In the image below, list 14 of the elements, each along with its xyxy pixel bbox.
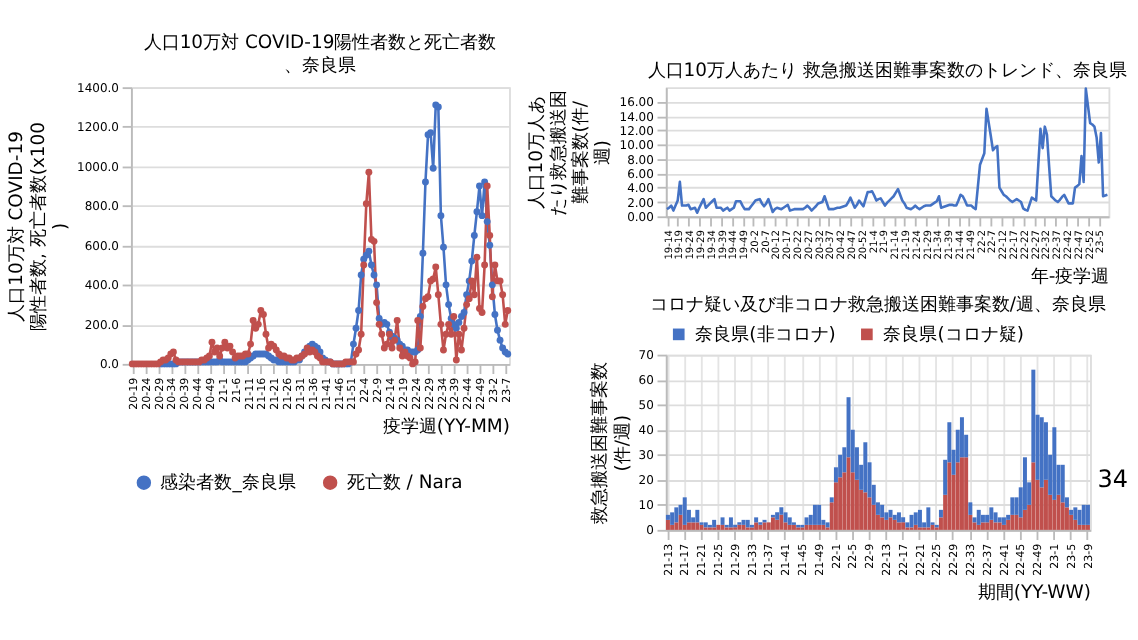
legend-label: 感染者数_奈良県 [160,472,296,495]
y-axis-title: 人口10万人あたり救急搬送困難事案数(件/週) [526,89,615,216]
text: 34 [1097,465,1128,494]
x-axis-title: 期間(YY-WW) [977,582,1091,604]
chart-title: コロナ疑い及び非コロナ救急搬送困難事案数/週、奈良県 [649,294,1107,317]
x-axis-title: 疫学週(YY-MM) [382,416,510,438]
x-axis-title: 年-疫学週 [1030,265,1110,288]
legend-label: 奈良県(コロナ疑) [883,323,1024,346]
y-axis-title: 救急搬送困難事案数(件/週) [589,362,634,527]
y-axis-title: 人口10万対 COVID-19陽性者数, 死亡者数(x100) [5,121,72,331]
legend-label: 死亡数 / Nara [346,472,463,495]
chart-title: 人口10万人あたり 救急搬送困難事案数のトレンド、奈良県 [647,60,1127,83]
legend-label: 奈良県(非コロナ) [695,323,836,346]
chart-title: 人口10万対 COVID-19陽性者数と死亡者数、奈良県 [143,32,497,77]
